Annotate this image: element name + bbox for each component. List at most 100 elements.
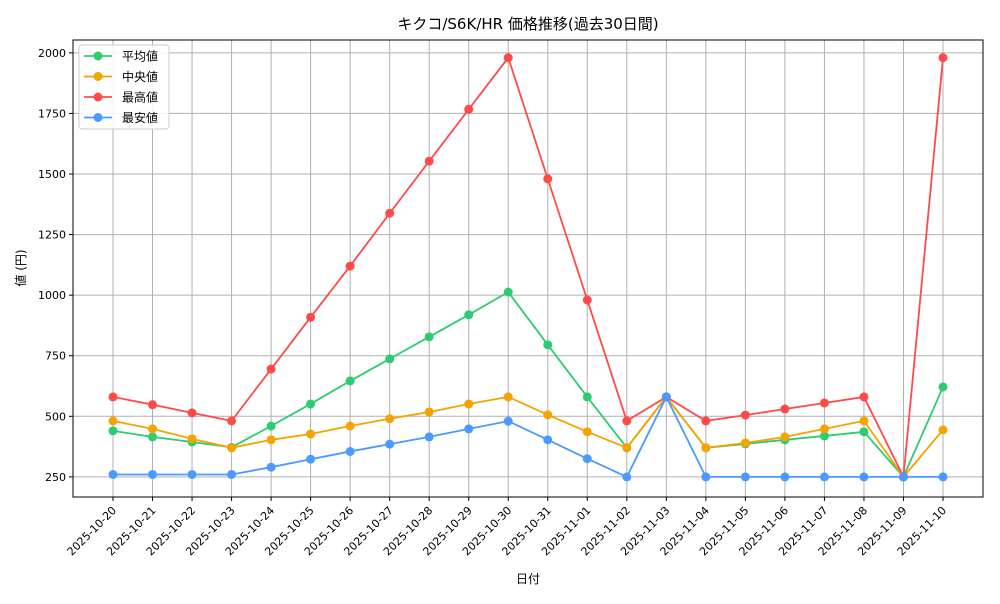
data-point: [740, 410, 750, 420]
y-tick-label: 1750: [38, 107, 66, 120]
y-tick-label: 250: [45, 471, 66, 484]
data-point: [622, 416, 632, 426]
data-point: [148, 432, 158, 442]
data-point: [306, 312, 316, 322]
data-point: [859, 427, 869, 437]
data-point: [859, 416, 869, 426]
data-point: [227, 416, 237, 426]
data-point: [385, 354, 395, 364]
data-point: [306, 429, 316, 439]
data-point: [859, 472, 869, 482]
data-point: [227, 469, 237, 479]
data-point: [148, 424, 158, 434]
data-point: [187, 434, 197, 444]
data-point: [227, 443, 237, 453]
data-point: [543, 410, 553, 420]
legend-label: 平均値: [122, 49, 158, 64]
data-point: [859, 392, 869, 402]
data-point: [464, 310, 474, 320]
data-point: [108, 416, 118, 426]
y-tick-label: 1000: [38, 289, 66, 302]
data-point: [345, 421, 355, 431]
data-point: [385, 439, 395, 449]
legend-marker: [93, 92, 103, 102]
series-3: [108, 392, 948, 482]
data-point: [464, 399, 474, 409]
series-0: [108, 287, 948, 482]
data-point: [701, 416, 711, 426]
data-point: [345, 261, 355, 271]
data-point: [148, 469, 158, 479]
legend-item: 中央値: [84, 69, 158, 84]
data-point: [266, 364, 276, 374]
data-point: [938, 53, 948, 63]
data-point: [543, 340, 553, 350]
plot-frame: [72, 39, 984, 498]
legend-item: 最安値: [84, 110, 158, 125]
data-point: [582, 454, 592, 464]
data-point: [819, 472, 829, 482]
data-point: [780, 432, 790, 442]
data-point: [424, 407, 434, 417]
data-point: [819, 424, 829, 434]
legend-box: [78, 44, 170, 130]
data-point: [385, 208, 395, 218]
data-point: [543, 435, 553, 445]
data-point: [187, 469, 197, 479]
data-point: [938, 472, 948, 482]
data-point: [819, 431, 829, 441]
data-point: [424, 332, 434, 342]
legend-label: 最高値: [122, 90, 158, 105]
legend-marker: [93, 72, 103, 81]
data-point: [306, 454, 316, 464]
data-point: [543, 174, 553, 184]
data-point: [503, 392, 513, 402]
legend-item: 平均値: [84, 49, 158, 64]
data-point: [345, 376, 355, 386]
data-point: [108, 426, 118, 436]
data-point: [661, 392, 671, 402]
data-point: [306, 399, 316, 409]
data-point: [622, 443, 632, 453]
x-axis-label: 日付: [516, 572, 540, 586]
data-point: [898, 472, 908, 482]
data-point: [938, 425, 948, 435]
series-line: [113, 394, 943, 479]
series-2: [108, 53, 948, 482]
data-point: [108, 469, 118, 479]
legend-marker: [93, 51, 103, 61]
data-point: [108, 392, 118, 402]
data-point: [464, 104, 474, 114]
data-point: [819, 398, 829, 408]
y-tick-label: 2000: [38, 47, 66, 60]
data-point: [424, 432, 434, 442]
series-line: [112, 55, 944, 481]
data-point: [701, 472, 711, 482]
y-tick-label: 1250: [38, 229, 66, 242]
data-point: [385, 414, 395, 424]
data-point: [582, 427, 592, 437]
series-line: [112, 290, 944, 479]
data-point: [266, 435, 276, 445]
data-point: [345, 446, 355, 456]
data-point: [424, 156, 434, 166]
y-tick-label: 750: [45, 350, 66, 363]
data-point: [503, 416, 513, 426]
chart-title: キクコ/S6K/HR 価格推移(過去30日間): [397, 15, 658, 33]
data-point: [938, 382, 948, 392]
data-point: [740, 472, 750, 482]
data-point: [148, 400, 158, 410]
data-point: [503, 53, 513, 63]
data-point: [780, 472, 790, 482]
data-point: [503, 287, 513, 297]
data-point: [582, 295, 592, 305]
data-point: [701, 443, 711, 453]
data-point: [780, 404, 790, 414]
series-line: [112, 395, 944, 479]
legend-label: 中央値: [122, 69, 158, 84]
data-point: [266, 462, 276, 472]
data-point: [464, 424, 474, 434]
data-point: [187, 408, 197, 418]
